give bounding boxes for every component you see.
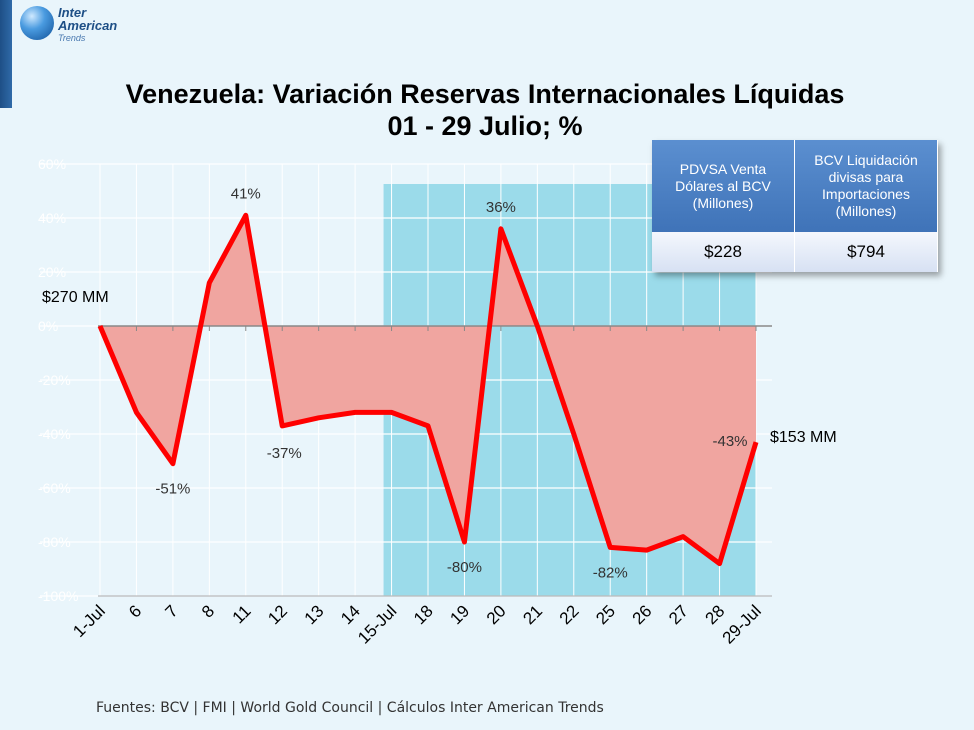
series-line — [97, 212, 759, 567]
chart-title: Venezuela: Variación Reservas Internacio… — [60, 78, 910, 142]
x-tick-label: 13 — [301, 601, 328, 628]
logo-line-2: American — [58, 18, 118, 33]
y-tick-label: -80% — [38, 534, 71, 550]
x-tick-label: 15-Jul — [354, 601, 400, 647]
data-label: -82% — [593, 564, 628, 581]
data-label: -37% — [267, 445, 302, 462]
info-table-header: PDVSA Venta Dólares al BCV (Millones) BC… — [652, 140, 938, 232]
data-label: -80% — [447, 559, 482, 576]
info-table: PDVSA Venta Dólares al BCV (Millones) BC… — [652, 140, 938, 272]
x-tick-label: 8 — [198, 601, 218, 621]
info-table-values: $228 $794 — [652, 232, 938, 272]
x-tick-label: 6 — [125, 601, 145, 621]
data-label: -43% — [712, 433, 747, 450]
x-tick-label: 28 — [702, 601, 729, 628]
y-tick-label: 0% — [38, 318, 58, 334]
globe-icon — [20, 6, 54, 40]
y-tick-label: -40% — [38, 426, 71, 442]
x-tick-label: 1-Jul — [69, 601, 108, 640]
x-tick-label: 11 — [229, 601, 255, 627]
x-tick-label: 14 — [337, 601, 364, 628]
logo-line-1: Inter — [58, 5, 87, 20]
data-label: 36% — [486, 199, 516, 216]
info-header-bcv: BCV Liquidación divisas para Importacion… — [795, 140, 938, 232]
y-tick-label: -20% — [38, 372, 71, 388]
x-tick-label: 21 — [519, 601, 546, 628]
info-header-pdvsa: PDVSA Venta Dólares al BCV (Millones) — [652, 140, 795, 232]
x-tick-label: 19 — [446, 601, 473, 628]
data-label: 41% — [231, 185, 261, 202]
x-tick-label: 25 — [592, 601, 619, 628]
x-tick-label: 7 — [162, 601, 182, 621]
source-note: Fuentes: BCV | FMI | World Gold Council … — [96, 700, 604, 716]
end-reserve-label: $153 MM — [770, 429, 837, 446]
x-tick-label: 20 — [483, 601, 510, 628]
x-tick-label: 26 — [629, 601, 656, 628]
y-tick-label: 40% — [38, 210, 66, 226]
y-tick-label: 60% — [38, 156, 66, 172]
info-value-bcv: $794 — [795, 232, 938, 272]
x-tick-label: 18 — [410, 601, 437, 628]
x-tick-label: 22 — [556, 601, 583, 628]
y-tick-label: 20% — [38, 264, 66, 280]
chart-title-line-2: 01 - 29 Julio; % — [387, 111, 583, 141]
y-tick-label: -60% — [38, 480, 71, 496]
logo: Inter American Trends — [0, 0, 130, 110]
area-fill — [100, 215, 756, 564]
x-tick-label: 12 — [264, 601, 291, 628]
logo-bar — [0, 0, 12, 108]
logo-line-3: Trends — [58, 33, 86, 43]
chart-title-line-1: Venezuela: Variación Reservas Internacio… — [125, 79, 845, 109]
x-tick-label: 27 — [665, 601, 692, 628]
info-value-pdvsa: $228 — [652, 232, 795, 272]
logo-text: Inter American Trends — [58, 6, 117, 45]
x-tick-label: 29-Jul — [719, 601, 765, 647]
start-reserve-label: $270 MM — [42, 289, 109, 306]
y-tick-label: -100% — [38, 588, 78, 604]
data-label: -51% — [155, 481, 190, 498]
